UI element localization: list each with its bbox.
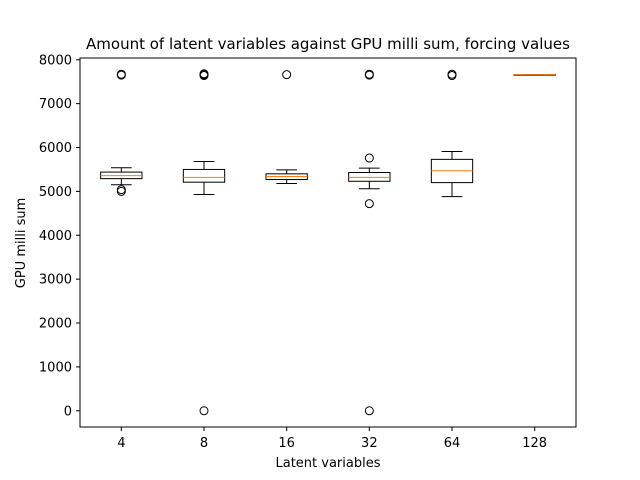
y-tick-label: 5000 [39,185,72,200]
y-tick-label: 8000 [39,53,72,68]
box [182,168,226,183]
flier-point [116,186,126,196]
flier-point [116,185,126,195]
x-axis-label: Latent variables [276,456,381,471]
flier-point [116,69,126,79]
y-axis-label: GPU milli sum [14,198,29,288]
x-tick-label: 64 [444,436,461,451]
x-tick-label: 128 [522,436,547,451]
plot-area: 0 1000 2000 3000 4000 5000 6000 7000 8000 4 8 16 32 6… [39,53,577,451]
axes-frame [79,57,577,428]
x-tick-label: 8 [200,436,208,451]
x-tick-label: 32 [361,436,378,451]
y-tick-label: 1000 [39,360,72,375]
flier-point [364,199,374,209]
flier-point [447,69,457,79]
y-tick-label: 3000 [39,273,72,288]
y-tick-label: 6000 [39,141,72,156]
y-tick-label: 7000 [39,97,72,112]
flier-point [282,70,292,80]
x-tick-label: 4 [117,436,125,451]
chart-title: Amount of latent variables against GPU m… [86,35,570,53]
y-tick-label: 0 [64,404,72,419]
flier-point [199,406,209,416]
flier-point [364,153,374,163]
x-tick-label: 16 [278,436,295,451]
y-tick-label: 2000 [39,317,72,332]
y-tick-label: 4000 [39,229,72,244]
flier-point [364,406,374,416]
flier-point [199,69,209,79]
flier-point [364,69,374,79]
